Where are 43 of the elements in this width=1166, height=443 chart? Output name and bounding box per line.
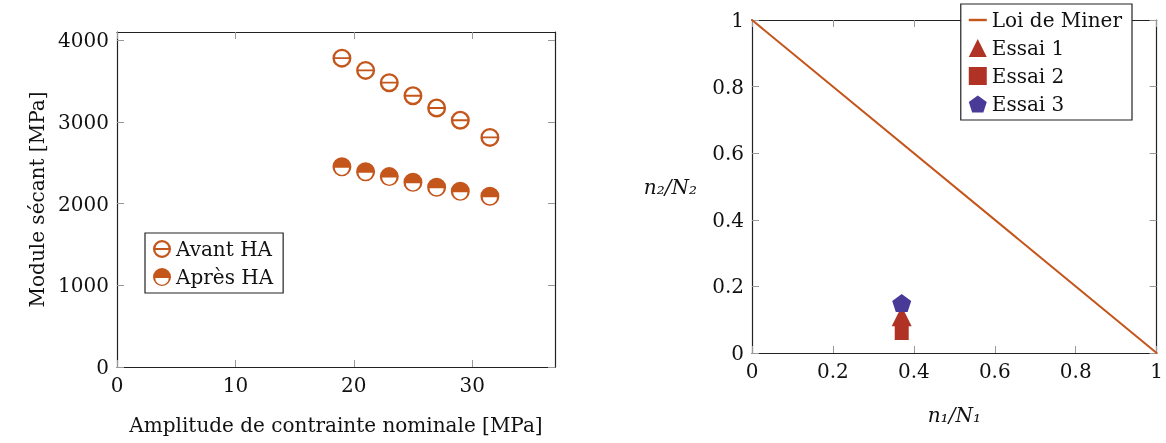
x-tick-label: 20 [341,373,367,397]
point [403,86,423,106]
legend-label: Avant HA [175,237,273,261]
legend-label: Après HA [175,265,274,289]
point [332,48,352,68]
legend-label: Essai 2 [991,64,1065,88]
y-tick-label: 0.8 [712,74,744,99]
point [379,73,399,93]
y-tick-label: 1 [731,8,744,32]
point [379,167,399,187]
y-axis-title: n₂/N₂ [643,174,697,199]
x-tick-label: 30 [459,373,485,397]
legend-label: Loi de Miner [991,8,1123,32]
x-tick-label: 10 [222,373,249,397]
point [427,177,447,197]
y-tick-label: 0.2 [712,274,744,299]
point [427,98,447,118]
legend-label: Essai 3 [991,92,1065,116]
y-tick-label: 1000 [58,273,109,298]
x-tick-label: 0.2 [817,359,849,383]
x-tick-label: 1 [1150,359,1163,383]
y-tick-label: 0.4 [712,207,744,232]
point [450,110,470,130]
legend-label: Essai 1 [991,36,1065,60]
x-tick-label: 0 [110,373,124,397]
point [332,157,352,177]
point [356,60,376,80]
y-tick-label: 2000 [58,191,109,216]
x-tick-label: 0.8 [1059,359,1092,383]
y-tick-label: 0 [731,341,744,365]
point [356,162,376,182]
x-tick-label: 0.4 [897,359,930,383]
point [480,127,500,147]
point [480,186,500,206]
y-tick-label: 4000 [58,28,109,53]
point [403,172,423,192]
x-axis-title: n₁/N₁ [927,403,981,427]
y-tick-label: 0.6 [712,141,744,166]
y-tick-label: 3000 [58,109,109,134]
x-axis-title: Amplitude de contrainte nominale [MPa] [128,413,543,437]
point [450,181,470,201]
y-axis-title: Module sécant [MPa] [25,91,50,308]
x-tick-label: 0.6 [978,359,1011,383]
